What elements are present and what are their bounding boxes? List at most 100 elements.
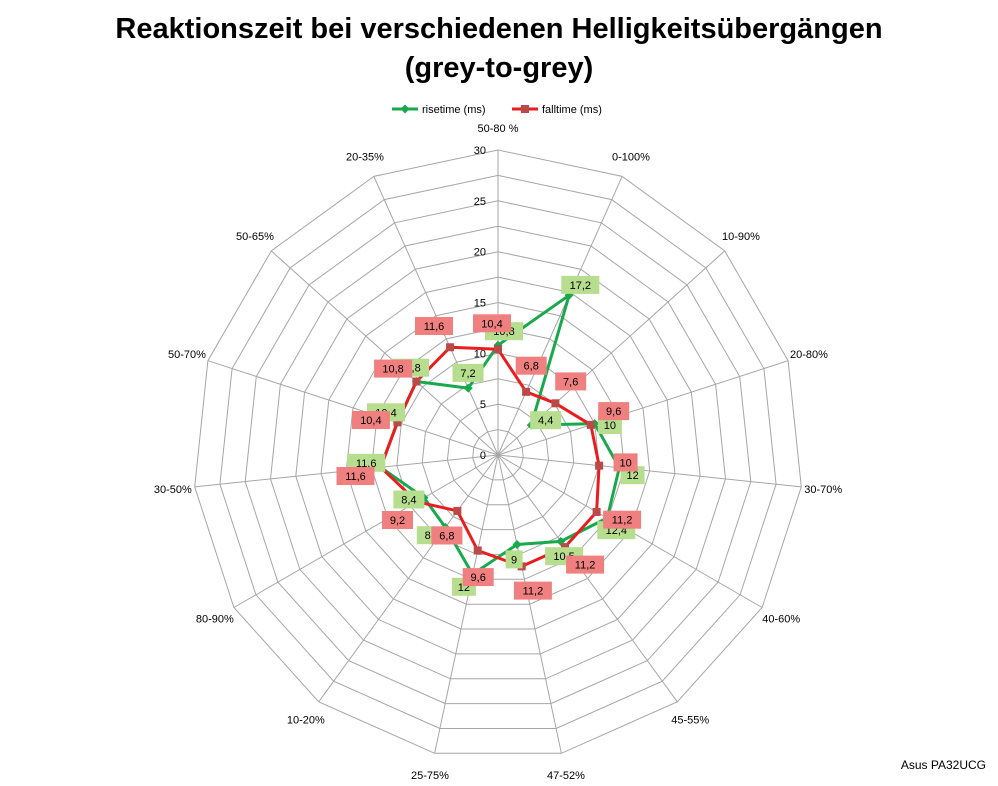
grid-ring	[396, 352, 600, 555]
legend-falltime-marker	[521, 105, 529, 113]
falltime-data-label-bg	[473, 314, 511, 333]
grid-ring	[421, 378, 575, 531]
falltime-data-label-bg	[603, 510, 642, 529]
category-label: 20-35%	[346, 151, 384, 163]
grid-spoke	[497, 454, 562, 754]
grid-spoke	[318, 454, 499, 703]
category-label: 50-70%	[168, 349, 206, 361]
falltime-data-label-bg	[351, 411, 390, 429]
falltime-marker	[592, 507, 601, 516]
falltime-data-label: 11,2	[575, 560, 596, 572]
grid-spoke	[270, 250, 499, 456]
category-label: 0-100%	[612, 151, 650, 163]
category-label: 45-55%	[671, 715, 709, 727]
risetime-data-label: 12	[626, 470, 638, 482]
falltime-data-label-bg	[598, 402, 630, 421]
axis-tick-label: 15	[474, 298, 486, 310]
risetime-data-label: 4,4	[538, 415, 553, 427]
category-label: 47-52%	[547, 770, 585, 782]
falltime-marker	[560, 543, 569, 552]
category-label: 25-75%	[411, 770, 449, 782]
falltime-data-label: 11,6	[424, 321, 445, 333]
risetime-data-label-bg	[452, 363, 484, 382]
grid-spoke	[497, 360, 789, 456]
chart-title-line-1: Reaktionszeit bei verschiedenen Helligke…	[115, 13, 883, 45]
axis-tick-label: 20	[474, 247, 486, 259]
risetime-data-label: 9	[511, 554, 517, 566]
falltime-data-label: 10	[619, 457, 631, 469]
falltime-marker	[473, 546, 482, 555]
falltime-marker	[453, 506, 462, 515]
category-label: 20-80%	[790, 349, 828, 361]
grid-spoke	[373, 176, 499, 456]
grid-ring	[472, 429, 524, 481]
grid-ring	[345, 301, 651, 605]
falltime-data-label: 9,6	[471, 572, 486, 584]
falltime-data-label: 10,4	[360, 415, 381, 427]
falltime-data-label: 11,2	[523, 586, 544, 598]
axis-tick-label: 30	[474, 145, 486, 157]
category-label: 50-65%	[236, 231, 274, 243]
category-label: 30-50%	[154, 484, 192, 496]
risetime-data-label-bg	[393, 490, 425, 509]
grid-ring	[371, 327, 625, 580]
category-label: 30-70%	[804, 484, 842, 496]
grid-ring	[244, 200, 752, 705]
category-label: 80-90%	[196, 614, 234, 626]
falltime-data-label: 6,8	[439, 531, 454, 543]
falltime-marker	[412, 377, 421, 386]
grid-spoke	[233, 454, 499, 608]
falltime-data-label: 11,6	[345, 471, 366, 483]
risetime-data-label: 10	[604, 420, 616, 432]
falltime-data-label-bg	[431, 526, 463, 545]
falltime-data-label-bg	[513, 581, 552, 600]
legend-risetime-label: risetime (ms)	[422, 104, 486, 116]
category-label: 10-90%	[722, 231, 760, 243]
risetime-marker	[512, 540, 522, 550]
grid-spoke	[207, 360, 499, 456]
risetime-data-label-bg	[530, 411, 562, 430]
falltime-data-label: 6,8	[524, 361, 539, 373]
falltime-data-label-bg	[415, 317, 453, 335]
falltime-data-label-bg	[462, 568, 494, 587]
category-label: 10-20%	[287, 715, 325, 727]
falltime-data-label-bg	[382, 511, 413, 529]
grid-ring	[295, 251, 701, 655]
falltime-marker	[586, 420, 595, 429]
falltime-data-label-bg	[336, 467, 375, 485]
falltime-marker	[494, 345, 502, 354]
grid-ring	[320, 276, 676, 630]
falltime-data-label-bg	[613, 453, 638, 472]
falltime-marker	[446, 343, 455, 352]
falltime-data-label: 10,4	[481, 318, 502, 330]
falltime-marker	[551, 399, 560, 408]
risetime-data-label: 7,2	[460, 368, 475, 380]
risetime-marker	[463, 383, 473, 393]
grid-spoke	[434, 454, 499, 754]
grid-spoke	[497, 454, 678, 703]
risetime-data-label: 8,4	[401, 495, 416, 507]
category-label: 40-60%	[762, 614, 800, 626]
falltime-data-label-bg	[515, 356, 547, 375]
legend-falltime-label: falltime (ms)	[542, 104, 602, 116]
falltime-data-label-bg	[555, 372, 587, 391]
falltime-marker	[522, 387, 531, 396]
risetime-data-label-bg	[505, 550, 523, 569]
risetime-data-label-bg	[561, 275, 600, 294]
falltime-line	[379, 345, 601, 568]
chart-title-line-2: (grey-to-grey)	[404, 52, 594, 84]
grid-ring	[194, 149, 802, 754]
falltime-data-label: 9,6	[606, 406, 621, 418]
axis-tick-label: 10	[474, 348, 486, 360]
grid-ring	[269, 225, 727, 680]
falltime-data-label-bg	[566, 555, 605, 574]
axis-tick-label: 0	[480, 450, 486, 462]
category-label: 50-80 %	[478, 123, 519, 135]
falltime-data-label-bg	[374, 359, 413, 378]
grid-spoke	[497, 454, 802, 488]
falltime-data-label: 7,6	[563, 376, 578, 388]
falltime-data-label: 11,2	[612, 515, 633, 527]
falltime-data-label: 10,8	[382, 364, 403, 376]
risetime-data-label: 17,2	[570, 280, 591, 292]
grid-spoke	[497, 176, 623, 456]
